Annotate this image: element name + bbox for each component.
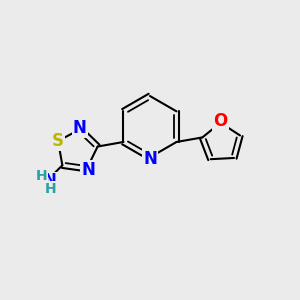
Text: S: S [52, 132, 64, 150]
Text: O: O [213, 112, 228, 130]
Text: N: N [44, 173, 57, 188]
Text: H: H [45, 182, 56, 196]
Text: N: N [143, 150, 157, 168]
Text: N: N [73, 119, 87, 137]
Text: H: H [36, 169, 47, 182]
Text: N: N [81, 161, 95, 179]
